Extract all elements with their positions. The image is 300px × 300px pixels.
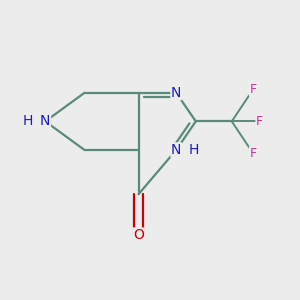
Text: N: N (171, 143, 181, 157)
Text: N: N (40, 114, 50, 128)
Text: F: F (250, 147, 256, 160)
Text: H: H (23, 114, 33, 128)
Text: H: H (188, 143, 199, 157)
Text: N: N (171, 86, 181, 100)
Text: F: F (256, 115, 263, 128)
Text: F: F (250, 83, 256, 96)
Text: O: O (133, 228, 144, 242)
